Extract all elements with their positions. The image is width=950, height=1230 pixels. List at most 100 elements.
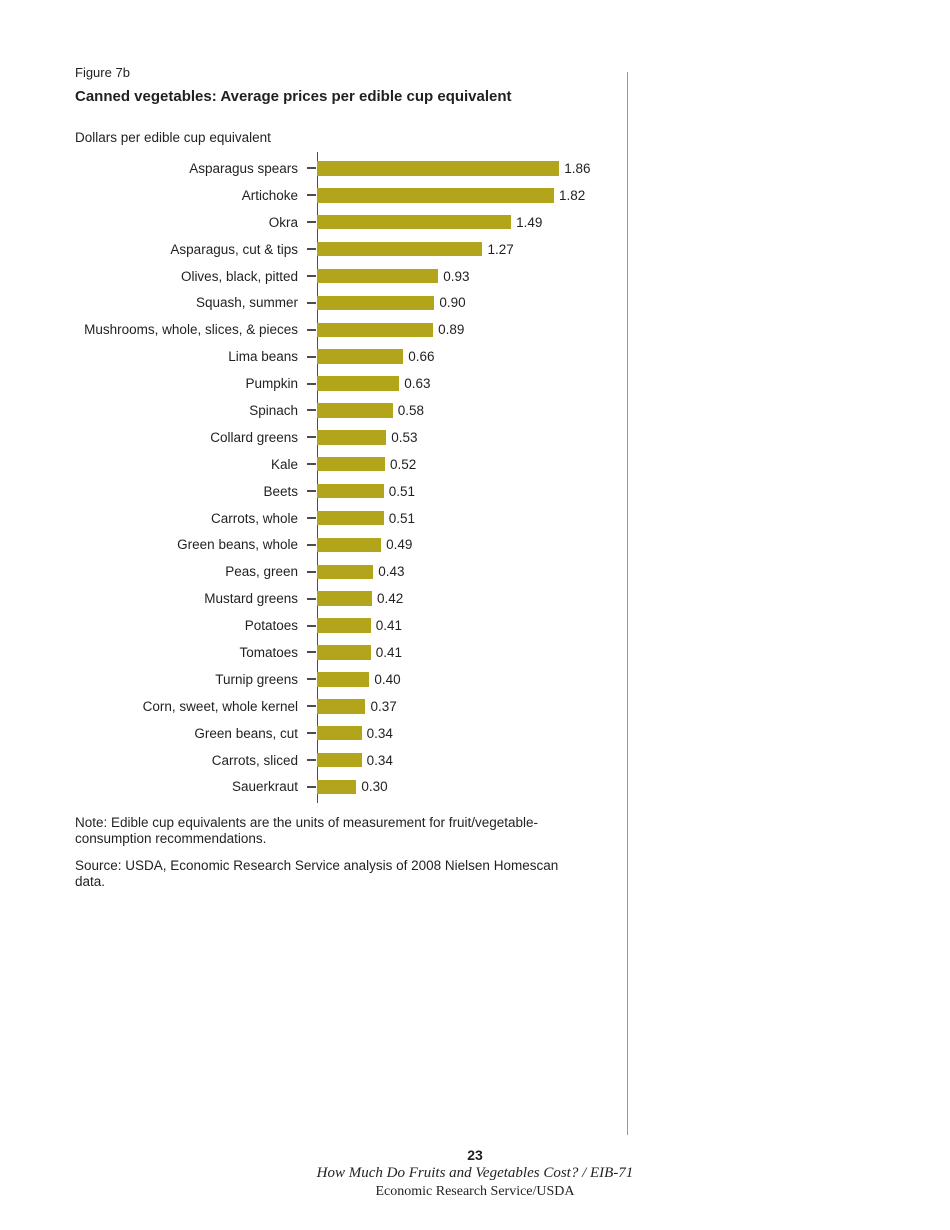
note-text: Note: Edible cup equivalents are the uni… xyxy=(75,815,539,847)
category-label: Tomatoes xyxy=(239,644,298,660)
value-label: 0.58 xyxy=(397,402,425,418)
value-label: 0.34 xyxy=(366,725,393,741)
chart-row: Corn, sweet, whole kernel 0.37 xyxy=(75,693,615,720)
category-label: Peas, green xyxy=(225,564,298,580)
value-label: 0.42 xyxy=(376,591,404,607)
bar xyxy=(317,376,400,391)
value-label: 0.41 xyxy=(375,644,402,660)
chart-row: Green beans, cut 0.34 xyxy=(75,720,615,747)
bar xyxy=(317,752,362,768)
chart-row: Okra 1.49 xyxy=(75,209,615,236)
value-label: 0.34 xyxy=(366,752,393,768)
value-label: 1.82 xyxy=(558,187,586,203)
tick-mark xyxy=(307,221,316,224)
chart-row: Artichoke 1.82 xyxy=(75,182,615,209)
value-label: 0.89 xyxy=(438,322,465,338)
value-label: 1.86 xyxy=(564,160,591,176)
tick-mark xyxy=(307,328,316,331)
category-label: Green beans, whole xyxy=(177,537,298,553)
category-label: Artichoke xyxy=(241,187,298,203)
bar xyxy=(317,510,384,526)
value-label: 0.37 xyxy=(370,698,397,714)
chart-row: Carrots, whole 0.51 xyxy=(75,505,615,532)
value-label: 0.43 xyxy=(378,564,405,580)
chart-row: Potatoes 0.41 xyxy=(75,612,615,639)
source-text: Source: USDA, Economic Research Service … xyxy=(75,857,559,890)
tick-mark xyxy=(307,597,316,600)
bar xyxy=(317,430,387,445)
tick-mark xyxy=(307,624,316,627)
tick-mark xyxy=(307,248,316,251)
chart-row: Squash, summer 0.90 xyxy=(75,289,615,316)
tick-mark xyxy=(307,194,316,197)
bar xyxy=(317,699,366,714)
category-label: Carrots, sliced xyxy=(211,752,298,768)
category-label: Sauerkraut xyxy=(231,779,298,795)
tick-mark xyxy=(307,436,316,439)
chart-row: Olives, black, pitted 0.93 xyxy=(75,263,615,290)
tick-mark xyxy=(307,759,316,762)
bar xyxy=(317,779,357,795)
category-label: Pumpkin xyxy=(245,376,298,392)
bar xyxy=(317,214,512,230)
value-label: 0.52 xyxy=(389,456,417,472)
tick-mark xyxy=(307,382,316,385)
tick-mark xyxy=(307,409,316,412)
chart-row: Mustard greens 0.42 xyxy=(75,585,615,612)
page-margin-rule xyxy=(627,72,628,1135)
value-label: 0.30 xyxy=(361,779,388,795)
category-label: Okra xyxy=(268,214,298,230)
category-label: Squash, summer xyxy=(195,295,298,311)
chart-row: Kale 0.52 xyxy=(75,451,615,478)
axis-unit-label: Dollars per edible cup equivalent xyxy=(75,130,271,145)
value-label: 0.53 xyxy=(391,429,418,445)
category-label: Mushrooms, whole, slices, & pieces xyxy=(84,322,298,338)
chart-row: Pumpkin 0.63 xyxy=(75,370,615,397)
bar xyxy=(317,161,560,176)
value-label: 0.51 xyxy=(388,510,415,526)
category-label: Green beans, cut xyxy=(194,725,298,741)
tick-mark xyxy=(307,543,316,546)
tick-mark xyxy=(307,705,316,708)
tick-mark xyxy=(307,490,316,493)
chart-row: Carrots, sliced 0.34 xyxy=(75,747,615,774)
chart-row: Mushrooms, whole, slices, & pieces 0.89 xyxy=(75,316,615,343)
bar xyxy=(317,591,372,606)
chart-row: Peas, green 0.43 xyxy=(75,558,615,585)
value-label: 0.51 xyxy=(388,483,415,499)
category-label: Beets xyxy=(263,483,298,499)
chart-row: Tomatoes 0.41 xyxy=(75,639,615,666)
footer-organization: Economic Research Service/USDA xyxy=(375,1184,575,1199)
bar xyxy=(317,645,371,660)
category-label: Corn, sweet, whole kernel xyxy=(142,698,298,714)
bar xyxy=(317,456,385,472)
bar xyxy=(317,403,393,418)
category-label: Turnip greens xyxy=(215,671,298,687)
category-label: Spinach xyxy=(249,402,298,418)
bar xyxy=(317,188,554,203)
category-label: Kale xyxy=(270,456,298,472)
chart-row: Green beans, whole 0.49 xyxy=(75,531,615,558)
bar xyxy=(317,268,439,284)
chart-row: Asparagus spears 1.86 xyxy=(75,155,615,182)
tick-mark xyxy=(307,517,316,520)
value-label: 1.27 xyxy=(487,241,514,257)
bar xyxy=(317,349,404,364)
bar xyxy=(317,564,374,580)
tick-mark xyxy=(307,463,316,466)
chart-row: Lima beans 0.66 xyxy=(75,343,615,370)
chart-row: Asparagus, cut & tips 1.27 xyxy=(75,236,615,263)
bar xyxy=(317,672,370,687)
value-label: 0.66 xyxy=(408,349,435,365)
bar xyxy=(317,483,384,499)
category-label: Lima beans xyxy=(228,349,298,365)
value-label: 0.41 xyxy=(375,618,402,634)
bar xyxy=(317,241,483,257)
chart-rows: Asparagus spears 1.86 Artichoke 1.82 Okra 1.4… xyxy=(75,155,615,800)
figure-label: Figure 7b xyxy=(75,65,130,80)
value-label: 0.49 xyxy=(386,537,413,553)
bar xyxy=(317,537,382,553)
tick-mark xyxy=(307,301,316,304)
chart-row: Collard greens 0.53 xyxy=(75,424,615,451)
